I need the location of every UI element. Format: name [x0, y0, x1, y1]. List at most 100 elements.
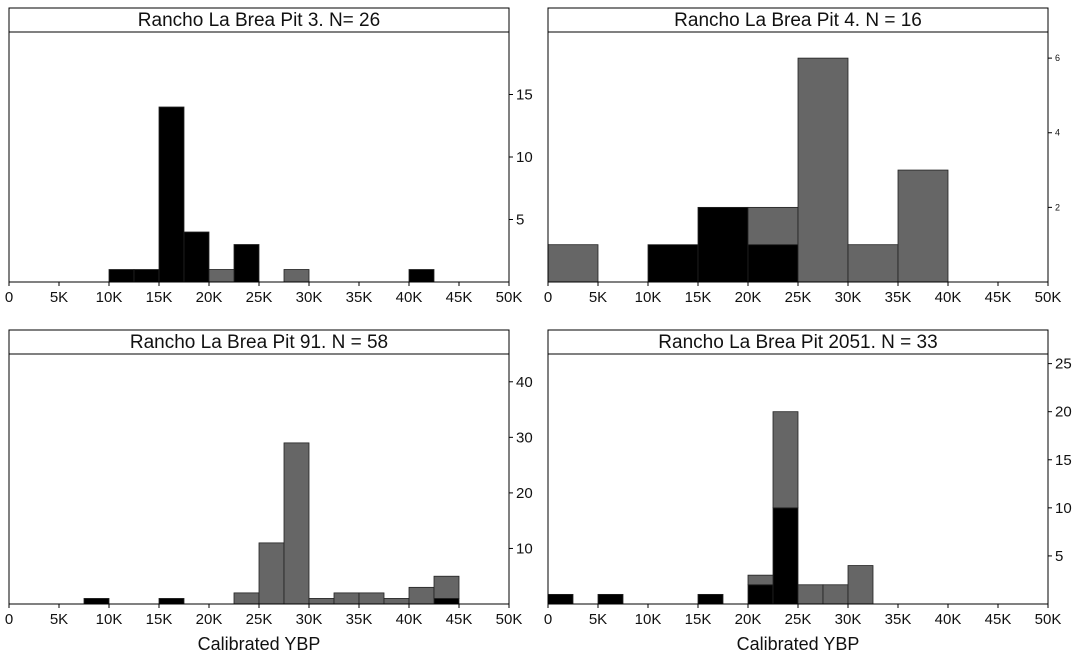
y-tick-label: 20 [516, 485, 533, 502]
x-tick-label: 50K [1035, 289, 1062, 306]
x-tick-label: 25K [246, 289, 273, 306]
bar-gray-2 [772, 411, 799, 509]
x-tick-label: 30K [835, 611, 862, 628]
y-tick-label: 25 [1055, 356, 1072, 373]
bar-gray-5 [333, 592, 360, 605]
x-tick-label: 30K [296, 611, 323, 628]
bar-gray-8 [408, 586, 435, 605]
bar-gray-5 [847, 565, 874, 605]
x-tick-label: 20K [735, 289, 762, 306]
bar-black-5 [233, 244, 260, 283]
y-tick-label: 5 [1055, 548, 1063, 565]
bar-black-3 [433, 598, 460, 605]
y-tick-label: 30 [516, 429, 533, 446]
bar-gray-1 [208, 269, 235, 283]
bar-gray-1 [747, 574, 774, 586]
x-tick-label: 35K [885, 611, 912, 628]
x-tick-label: 0 [544, 289, 552, 306]
bar-gray-7 [383, 598, 410, 605]
bar-gray-6 [358, 592, 385, 605]
x-tick-label: 20K [735, 611, 762, 628]
plot-frame [547, 31, 1049, 282]
y-tick-label: 15 [1055, 452, 1072, 469]
chart-title: Rancho La Brea Pit 91. N = 58 [130, 332, 388, 353]
y-tick-label: 40 [516, 374, 533, 391]
bar-gray-4 [308, 598, 335, 605]
bar-gray-3 [797, 584, 824, 605]
bar-gray-3 [283, 442, 310, 605]
x-tick-label: 15K [685, 611, 712, 628]
bar-gray-4 [822, 584, 849, 605]
y-tick-label: 10 [1055, 500, 1072, 517]
bar-gray-1 [547, 244, 599, 283]
x-tick-label: 5K [589, 289, 607, 306]
x-tick-label: 40K [396, 289, 423, 306]
x-tick-label: 0 [544, 611, 552, 628]
chart-title: Rancho La Brea Pit 2051. N = 33 [658, 332, 937, 353]
x-tick-label: 25K [785, 611, 812, 628]
x-tick-label: 35K [346, 289, 373, 306]
x-tick-label: 50K [496, 611, 523, 628]
bar-black-5 [772, 507, 799, 605]
bar-black-3 [158, 106, 185, 283]
x-tick-label: 10K [635, 289, 662, 306]
chart-panel-3: Rancho La Brea Pit 91. N = 58 0 5K 10K 15K 20… [5, 329, 533, 654]
y-tick-label: 15 [516, 87, 533, 104]
x-tick-label: 10K [635, 611, 662, 628]
x-tick-label: 15K [685, 289, 712, 306]
bar-gray-5 [897, 169, 949, 283]
plot-frame [8, 353, 510, 604]
bar-black-2 [133, 269, 160, 283]
x-tick-label: 5K [589, 611, 607, 628]
x-tick-label: 40K [396, 611, 423, 628]
plot-frame [547, 353, 1049, 604]
x-tick-label: 15K [146, 289, 173, 306]
chart-title: Rancho La Brea Pit 3. N= 26 [138, 10, 380, 31]
x-tick-label: 35K [346, 611, 373, 628]
x-tick-label: 35K [885, 289, 912, 306]
x-tick-label: 40K [935, 289, 962, 306]
title-strip [8, 7, 510, 33]
bar-black-1 [108, 269, 135, 283]
x-tick-label: 0 [5, 611, 13, 628]
x-tick-label: 45K [985, 289, 1012, 306]
bar-black-6 [408, 269, 435, 283]
x-tick-label: 50K [1035, 611, 1062, 628]
bar-gray-4 [847, 244, 899, 283]
x-tick-label: 40K [935, 611, 962, 628]
x-tick-label: 15K [146, 611, 173, 628]
y-tick-label: 4 [1055, 128, 1060, 138]
y-tick-label: 6 [1055, 53, 1060, 63]
bar-gray-1 [233, 592, 260, 605]
x-tick-label: 30K [296, 289, 323, 306]
y-tick-label: 2 [1055, 202, 1060, 212]
bar-gray-2 [283, 269, 310, 283]
x-axis-label: Calibrated YBP [198, 634, 321, 654]
y-tick-label: 10 [516, 149, 533, 166]
y-tick-label: 20 [1055, 404, 1072, 421]
chart-panel-2: Rancho La Brea Pit 4. N = 16 0 5K 10K 15K 20K… [544, 7, 1062, 306]
x-tick-label: 20K [196, 289, 223, 306]
bar-black-3 [697, 593, 724, 605]
x-tick-label: 0 [5, 289, 13, 306]
x-tick-label: 20K [196, 611, 223, 628]
x-tick-label: 5K [50, 611, 68, 628]
x-tick-label: 30K [835, 289, 862, 306]
bar-gray-9 [433, 575, 460, 599]
y-tick-label: 5 [516, 212, 524, 229]
bar-black-2 [697, 206, 749, 283]
bar-black-1 [647, 244, 699, 283]
bar-black-3 [747, 244, 799, 283]
chart-panel-4: Rancho La Brea Pit 2051. N = 33 0 5K 10K 15K… [544, 329, 1072, 654]
x-tick-label: 10K [96, 611, 123, 628]
title-strip [547, 329, 1049, 355]
bar-black-1 [547, 593, 574, 605]
x-tick-label: 45K [985, 611, 1012, 628]
bar-black-2 [158, 598, 185, 605]
x-axis-label: Calibrated YBP [737, 634, 860, 654]
y-tick-label: 10 [516, 540, 533, 557]
bar-black-4 [747, 584, 774, 605]
chart-panel-1: Rancho La Brea Pit 3. N= 26 0 5K 10K 15K 20K 2… [5, 7, 533, 306]
chart-title: Rancho La Brea Pit 4. N = 16 [674, 10, 922, 31]
